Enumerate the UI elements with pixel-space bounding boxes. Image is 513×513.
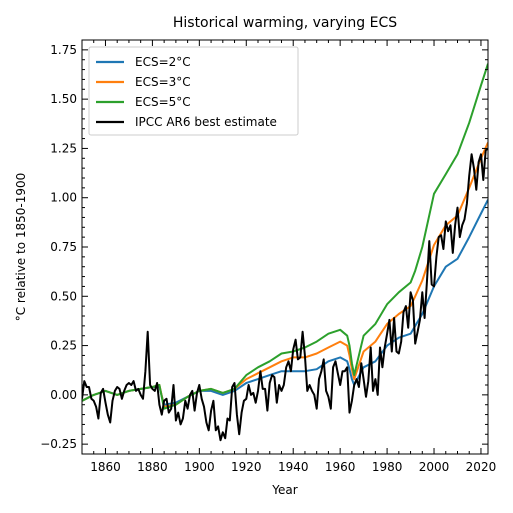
x-tick-label: 1980 [372, 460, 403, 474]
series-line-ipcc-ar6-best-estimate [82, 147, 488, 442]
x-tick-label: 2000 [419, 460, 450, 474]
y-tick-label: 0.25 [50, 339, 77, 353]
x-tick-label: 2020 [466, 460, 497, 474]
y-tick-label: 1.50 [50, 92, 77, 106]
legend-label-ecs-2-c: ECS=2°C [135, 55, 191, 69]
x-tick-label: 1900 [184, 460, 215, 474]
legend: ECS=2°C ECS=3°C ECS=5°C IPCC AR6 best estim… [88, 46, 299, 136]
y-tick-label: 0.50 [50, 289, 77, 303]
y-tick-label: 0.00 [50, 388, 77, 402]
y-tick-label: 1.25 [50, 141, 77, 155]
x-tick-label: 1880 [137, 460, 168, 474]
legend-box [88, 46, 299, 136]
chart-title: Historical warming, varying ECS [173, 15, 397, 31]
legend-label-ipcc-ar6-best-estimate: IPCC AR6 best estimate [135, 115, 277, 129]
legend-label-ecs-5-c: ECS=5°C [135, 95, 191, 109]
y-tick-label: 1.75 [50, 43, 77, 57]
x-tick-label: 1920 [231, 460, 262, 474]
legend-label-ecs-3-c: ECS=3°C [135, 75, 191, 89]
y-tick-label: 1.00 [50, 191, 77, 205]
ticks-layer: 1860 1880 1900 1920 1940 1960 1980 2000 2020 −0.2… [40, 39, 497, 474]
y-axis-label: °C relative to 1850-1900 [14, 173, 28, 322]
x-axis-label: Year [271, 483, 297, 497]
x-tick-label: 1960 [325, 460, 356, 474]
plot-frame [81, 39, 489, 455]
x-tick-label: 1860 [90, 460, 121, 474]
series-layer [82, 63, 488, 442]
y-tick-label: 0.75 [50, 240, 77, 254]
y-tick-label: −0.25 [40, 437, 77, 451]
x-tick-label: 1940 [278, 460, 309, 474]
